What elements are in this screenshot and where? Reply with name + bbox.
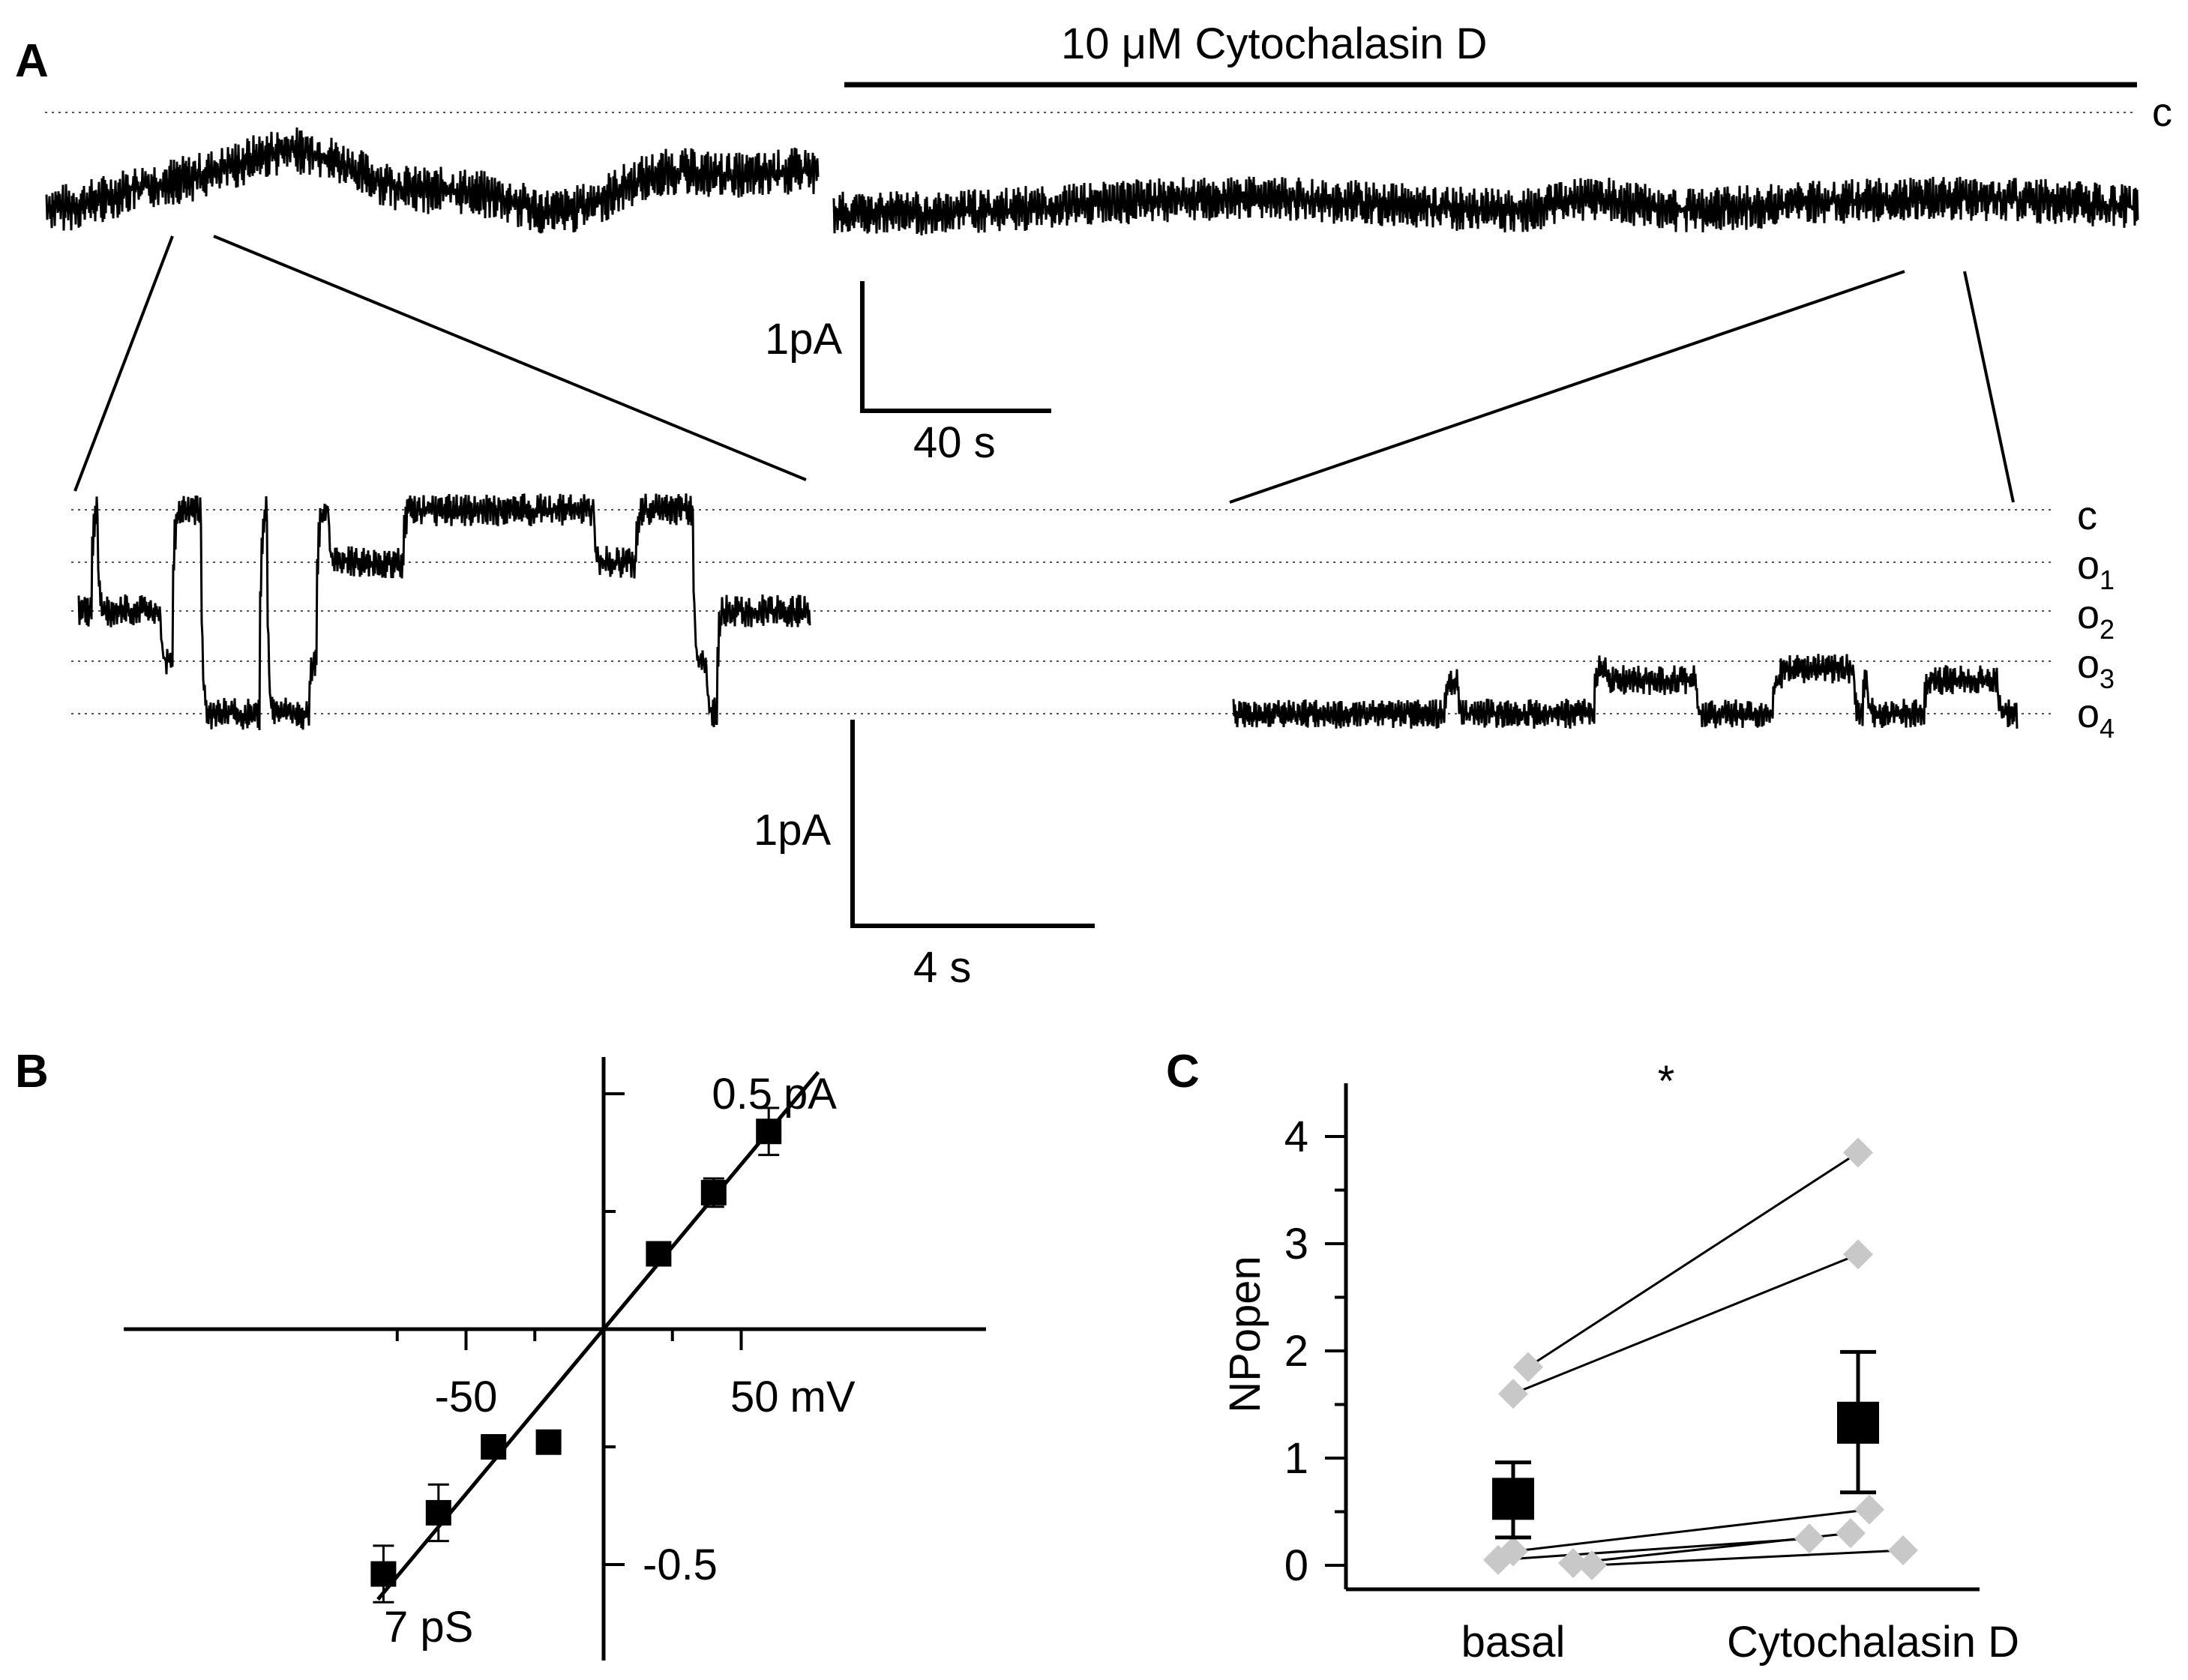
iv-chart (124, 1057, 986, 1661)
zoom-line-left-a (73, 235, 174, 492)
y-tick-label: 2 (1284, 1327, 1308, 1376)
lower-trace-basal (77, 493, 811, 731)
lower-scale-current: 1pA (754, 806, 832, 855)
zoom-line-right-b (1963, 271, 2015, 503)
paired-line (1527, 1151, 1859, 1368)
panel-b: B -50 50 mV 0.5 pA -0.5 7 pS (15, 1046, 986, 1661)
mean-marker (1837, 1401, 1879, 1444)
basal-point (1513, 1352, 1543, 1382)
x-tick-label-pos: 50 (730, 1373, 779, 1421)
treatment-label: 10 μM Cytochalasin D (1061, 19, 1488, 68)
upper-scale-bar (860, 281, 1051, 413)
level-label-c: c (2077, 493, 2097, 538)
lower-trace-cytochalasin (1232, 654, 2019, 729)
y-tick-label-pos: 0.5 (712, 1070, 772, 1119)
basal-point (1558, 1548, 1588, 1579)
lower-scale-time: 4 s (913, 943, 971, 992)
paired-line (1512, 1253, 1859, 1395)
data-point (425, 1499, 451, 1526)
cytochalasin-point (1854, 1494, 1884, 1525)
basal-point (1483, 1544, 1513, 1575)
data-point (370, 1561, 397, 1587)
y-axis-label: NPopen (1221, 1256, 1269, 1413)
y-tick-label: 4 (1284, 1113, 1308, 1161)
conductance-label: 7 pS (384, 1603, 473, 1652)
zoom-line-right-a (1229, 270, 1905, 504)
cytochalasin-point (1888, 1535, 1918, 1565)
basal-point (1577, 1550, 1607, 1580)
level-label-o1: o1 (2077, 543, 2115, 595)
panel-a-label: A (15, 35, 49, 87)
cytochalasin-point (1843, 1137, 1873, 1168)
upper-scale-current: 1pA (765, 315, 843, 364)
upper-trace-cytochalasin (832, 176, 2139, 235)
level-label-o2: o2 (2077, 592, 2115, 645)
cytochalasin-point (1794, 1523, 1824, 1554)
panel-c-label: C (1166, 1046, 1200, 1098)
cytochalasin-point (1836, 1518, 1866, 1549)
upper-trace-basal (45, 127, 820, 234)
npopen-chart: 0 1 2 3 4 (1284, 1083, 1980, 1592)
panel-b-label: B (15, 1046, 49, 1098)
panel-a: A 10 μM Cytochalasin D c 1pA 40 s c o1 o… (15, 19, 2172, 992)
data-point (756, 1119, 782, 1145)
mean-marker (1492, 1478, 1534, 1520)
upper-scale-time: 40 s (913, 418, 996, 467)
y-unit-label: pA (784, 1070, 837, 1119)
x-unit-label: mV (790, 1373, 856, 1421)
cytochalasin-point (1843, 1239, 1873, 1270)
y-tick-label: 0 (1284, 1541, 1308, 1590)
level-label-o3: o3 (2077, 642, 2115, 694)
paired-line (1512, 1508, 1870, 1553)
data-point (535, 1429, 562, 1455)
significance-marker: * (1658, 1057, 1675, 1106)
x-category-basal: basal (1461, 1618, 1566, 1667)
data-point (481, 1434, 507, 1460)
data-point (700, 1179, 727, 1205)
y-tick-label: 1 (1284, 1434, 1308, 1483)
x-tick-label-neg: -50 (435, 1373, 498, 1421)
level-labels: c o1 o2 o3 o4 (2077, 493, 2115, 744)
linear-fit-line (376, 1071, 820, 1601)
upper-closed-level-label: c (2152, 90, 2172, 135)
data-point (646, 1241, 672, 1267)
panel-c: C 0 1 2 3 4 NPopen basal Cytochalasin D * (1166, 1046, 2019, 1667)
paired-line (1497, 1537, 1810, 1562)
basal-point (1498, 1379, 1528, 1409)
y-tick-label: 3 (1284, 1220, 1308, 1268)
paired-line (1591, 1549, 1904, 1567)
x-category-cytochalasin: Cytochalasin D (1727, 1618, 2019, 1667)
level-label-o4: o4 (2077, 691, 2115, 744)
zoom-line-left-b (213, 235, 807, 481)
lower-scale-bar (850, 720, 1095, 928)
y-tick-label-neg: -0.5 (643, 1541, 718, 1589)
